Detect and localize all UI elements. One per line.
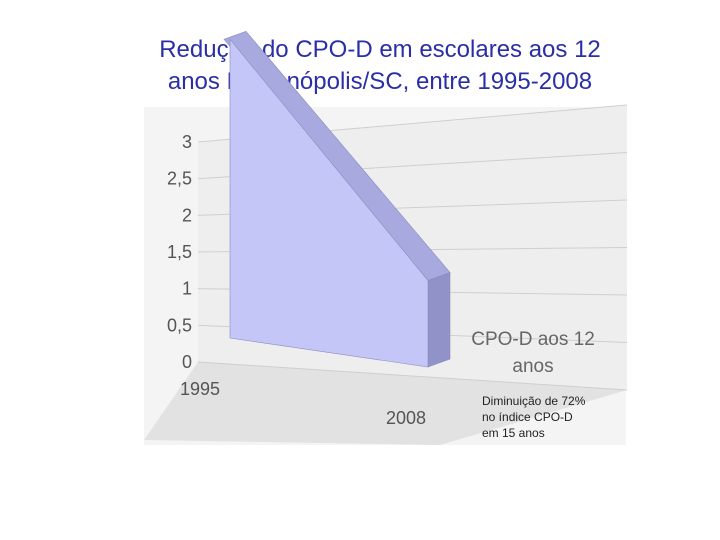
series-label-text-2: anos: [512, 356, 553, 377]
area-series-side-face: [427, 272, 451, 368]
annotation-line-1: Diminuição de 72%: [482, 394, 586, 408]
area-series: [223, 30, 451, 368]
series-label-line-1: CPO-D aos 12: [471, 329, 595, 350]
annotation-line-3: em 15 anos: [482, 426, 545, 440]
y-tick-label: 1: [182, 279, 192, 299]
x-tick-label-2008: 2008: [386, 408, 426, 428]
y-tick-label: 2: [182, 205, 192, 225]
y-tick-label: 0: [182, 352, 192, 372]
y-tick-label: 3: [182, 132, 192, 152]
y-tick-label: 1,5: [167, 242, 192, 262]
annotation-line-2: no índice CPO-D: [482, 410, 573, 424]
x-tick-label-1995: 1995: [180, 379, 220, 399]
area-series-front-face: [229, 38, 429, 368]
y-axis-ticks: 0 0,5 1 1,5 2 2,5 3: [167, 132, 192, 372]
gridline: [197, 361, 628, 391]
floor: [144, 362, 627, 445]
y-tick-label: 2,5: [167, 169, 192, 189]
series-label-text-1: CPO-D aos 12: [471, 329, 595, 350]
y-tick-label: 0,5: [167, 315, 192, 335]
series-label-line-2: anos: [512, 356, 553, 377]
